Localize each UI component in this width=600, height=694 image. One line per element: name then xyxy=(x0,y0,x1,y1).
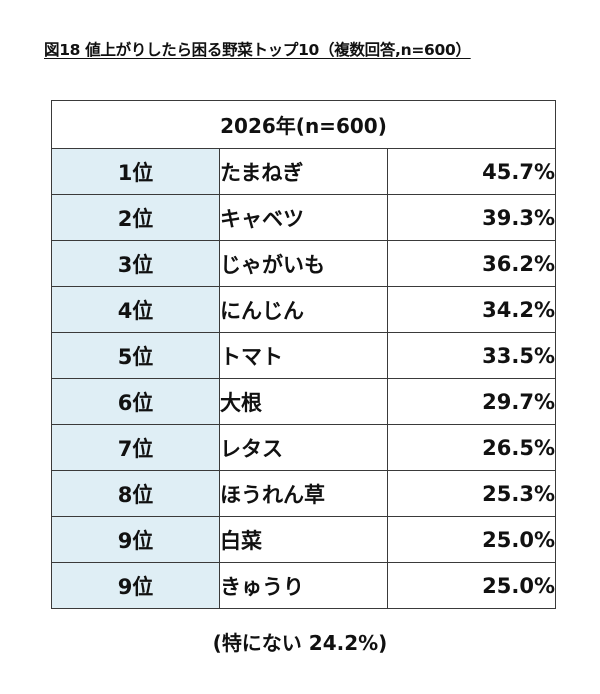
table-row: 9位 白菜 25.0% xyxy=(51,516,556,563)
vegetable-name-cell: トマト xyxy=(219,332,388,379)
table-row: 2位 キャベツ 39.3% xyxy=(51,194,556,241)
vegetable-name-cell: 白菜 xyxy=(219,516,388,563)
percent-cell: 34.2% xyxy=(387,286,556,333)
table-row: 4位 にんじん 34.2% xyxy=(51,286,556,333)
rank-cell: 8位 xyxy=(51,470,220,517)
rank-cell: 4位 xyxy=(51,286,220,333)
vegetable-name-cell: にんじん xyxy=(219,286,388,333)
rank-cell: 3位 xyxy=(51,240,220,287)
vegetable-name-cell: 大根 xyxy=(219,378,388,425)
footnote: (特にない 24.2%) xyxy=(212,631,388,655)
percent-cell: 29.7% xyxy=(387,378,556,425)
vegetable-name-cell: じゃがいも xyxy=(219,240,388,287)
percent-cell: 25.3% xyxy=(387,470,556,517)
vegetable-name-cell: きゅうり xyxy=(219,562,388,609)
percent-cell: 45.7% xyxy=(387,148,556,195)
table-row: 5位 トマト 33.5% xyxy=(51,332,556,379)
rank-cell: 5位 xyxy=(51,332,220,379)
table-row: 9位 きゅうり 25.0% xyxy=(51,562,556,609)
rank-cell: 6位 xyxy=(51,378,220,425)
figure-title: 図18 値上がりしたら困る野菜トップ10（複数回答,n=600） xyxy=(44,41,471,59)
ranking-table: 2026年(n=600) 1位 たまねぎ 45.7% 2位 キャベツ 39.3%… xyxy=(51,100,556,609)
percent-cell: 33.5% xyxy=(387,332,556,379)
rank-cell: 1位 xyxy=(51,148,220,195)
rank-cell: 2位 xyxy=(51,194,220,241)
table-row: 1位 たまねぎ 45.7% xyxy=(51,148,556,195)
percent-cell: 39.3% xyxy=(387,194,556,241)
vegetable-name-cell: レタス xyxy=(219,424,388,471)
rank-cell: 9位 xyxy=(51,516,220,563)
vegetable-name-cell: たまねぎ xyxy=(219,148,388,195)
table-row: 7位 レタス 26.5% xyxy=(51,424,556,471)
vegetable-name-cell: ほうれん草 xyxy=(219,470,388,517)
table-header-row: 2026年(n=600) xyxy=(51,100,556,149)
vegetable-name-cell: キャベツ xyxy=(219,194,388,241)
percent-cell: 25.0% xyxy=(387,562,556,609)
percent-cell: 36.2% xyxy=(387,240,556,287)
table-row: 6位 大根 29.7% xyxy=(51,378,556,425)
rank-cell: 7位 xyxy=(51,424,220,471)
rank-cell: 9位 xyxy=(51,562,220,609)
percent-cell: 26.5% xyxy=(387,424,556,471)
table-row: 8位 ほうれん草 25.3% xyxy=(51,470,556,517)
percent-cell: 25.0% xyxy=(387,516,556,563)
table-row: 3位 じゃがいも 36.2% xyxy=(51,240,556,287)
table-header: 2026年(n=600) xyxy=(51,100,556,149)
